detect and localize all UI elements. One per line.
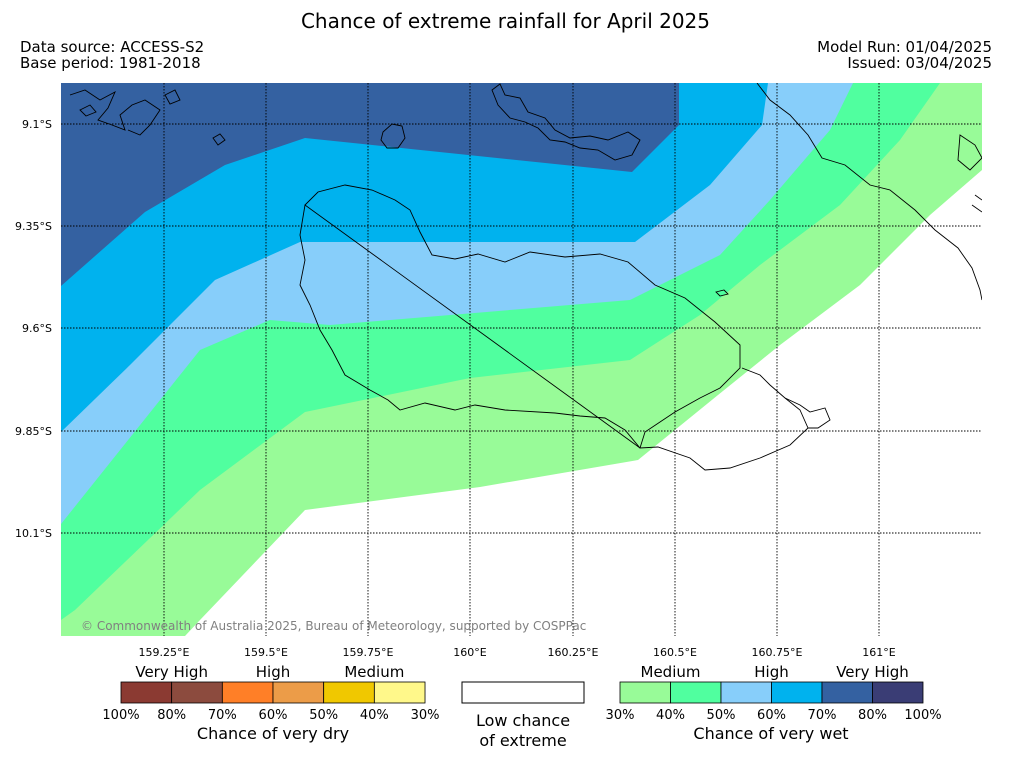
coastlines [69, 83, 982, 471]
dry-legend: Very High High Medium 100% 80% 70% 60% 50% 40% 3… [102, 663, 439, 743]
wet-category-header: Very High [836, 663, 909, 681]
map-title: Chance of extreme rainfall for April 202… [300, 9, 711, 33]
latitude-label: 9.35°S [15, 220, 52, 233]
longitude-label: 159.75°E [343, 646, 394, 659]
dry-tick-label: 70% [208, 708, 237, 723]
wet-color-swatch [872, 681, 924, 704]
wet-tick-label: 60% [757, 708, 786, 723]
longitude-label: 160.75°E [752, 646, 803, 659]
wet-color-swatch [670, 681, 722, 704]
wet-legend: Medium High Very High 30% 40% 50% 60% 70% 80% 10… [606, 663, 942, 743]
latitude-label: 9.1°S [22, 118, 52, 131]
low-chance-swatch [461, 681, 585, 704]
source-info: Data source: ACCESS-S2 Base period: 1981… [20, 39, 204, 71]
copyright-notice: © Commonwealth of Australia 2025, Bureau… [81, 619, 586, 633]
neutral-legend: Low chance of extreme [461, 681, 585, 750]
latitude-label: 9.6°S [22, 322, 52, 335]
run-info: Model Run: 01/04/2025 Issued: 03/04/2025 [817, 39, 992, 71]
wet-tick-labels: 30% 40% 50% 60% 70% 80% 100% [606, 708, 942, 723]
dry-category-header: Very High [135, 663, 208, 681]
dry-category-headers: Very High High Medium [135, 663, 404, 681]
base-period-text: Base period: 1981-2018 [20, 54, 201, 72]
small-island-round [380, 123, 406, 149]
low-chance-line2: of extreme [479, 731, 566, 750]
graticule [61, 83, 982, 636]
wet-category-headers: Medium High Very High [641, 663, 909, 681]
wet-color-swatch [720, 681, 772, 704]
dry-tick-label: 50% [309, 708, 338, 723]
dry-tick-label: 60% [259, 708, 288, 723]
dry-color-swatch [272, 681, 325, 704]
malaita-coastline [756, 83, 982, 301]
dry-color-swatch [373, 681, 426, 704]
dry-tick-label: 40% [360, 708, 389, 723]
dry-category-header: Medium [344, 663, 404, 681]
longitude-label: 159.5°E [244, 646, 288, 659]
small-island-east [715, 289, 729, 297]
probability-bands [61, 83, 982, 636]
san-cristobal-fragment [784, 397, 831, 429]
latitude-label: 10.1°S [15, 527, 52, 540]
wet-tick-label: 70% [808, 708, 837, 723]
dry-tick-label: 30% [411, 708, 440, 723]
wet-tick-label: 40% [656, 708, 685, 723]
wet-color-swatch [771, 681, 823, 704]
florida-islands [491, 83, 641, 161]
band-60-70 [61, 83, 768, 432]
dry-tick-label: 80% [157, 708, 186, 723]
longitude-label: 160.5°E [653, 646, 697, 659]
wet-tick-label: 50% [707, 708, 736, 723]
wet-category-header: High [754, 663, 788, 681]
longitude-label: 159.25°E [139, 646, 190, 659]
longitude-label: 160°E [453, 646, 486, 659]
issued-text: Issued: 03/04/2025 [847, 54, 992, 72]
dry-tick-labels: 100% 80% 70% 60% 50% 40% 30% [102, 708, 439, 723]
savo-island [212, 133, 226, 146]
russell-islands [69, 89, 181, 136]
longitude-label: 161°E [862, 646, 895, 659]
latitude-label: 9.85°S [15, 425, 52, 438]
wet-category-header: Medium [641, 663, 701, 681]
dry-legend-title: Chance of very dry [197, 724, 349, 743]
dry-colorbar [120, 681, 426, 704]
wet-tick-label: 80% [858, 708, 887, 723]
wet-colorbar [619, 681, 924, 704]
longitude-labels: 159.25°E 159.5°E 159.75°E 160°E 160.25°E 160.… [139, 646, 896, 659]
dry-color-swatch [120, 681, 173, 704]
dry-color-swatch [171, 681, 223, 704]
dry-color-swatch [323, 681, 375, 704]
dry-tick-label: 100% [102, 708, 139, 723]
wet-tick-label: 30% [606, 708, 635, 723]
guadalcanal-coastline [299, 184, 809, 471]
wet-legend-title: Chance of very wet [693, 724, 848, 743]
low-chance-line1: Low chance [476, 711, 570, 730]
wet-color-swatch [619, 681, 671, 704]
dry-category-header: High [256, 663, 290, 681]
longitude-label: 160.25°E [548, 646, 599, 659]
wet-tick-label: 100% [904, 708, 941, 723]
dry-color-swatch [221, 681, 274, 704]
latitude-labels: 9.1°S 9.35°S 9.6°S 9.85°S 10.1°S [15, 118, 52, 540]
data-source-text: Data source: ACCESS-S2 [20, 38, 205, 56]
model-run-text: Model Run: 01/04/2025 [817, 38, 992, 56]
wet-color-swatch [821, 681, 873, 704]
band-70-80 [61, 83, 679, 286]
